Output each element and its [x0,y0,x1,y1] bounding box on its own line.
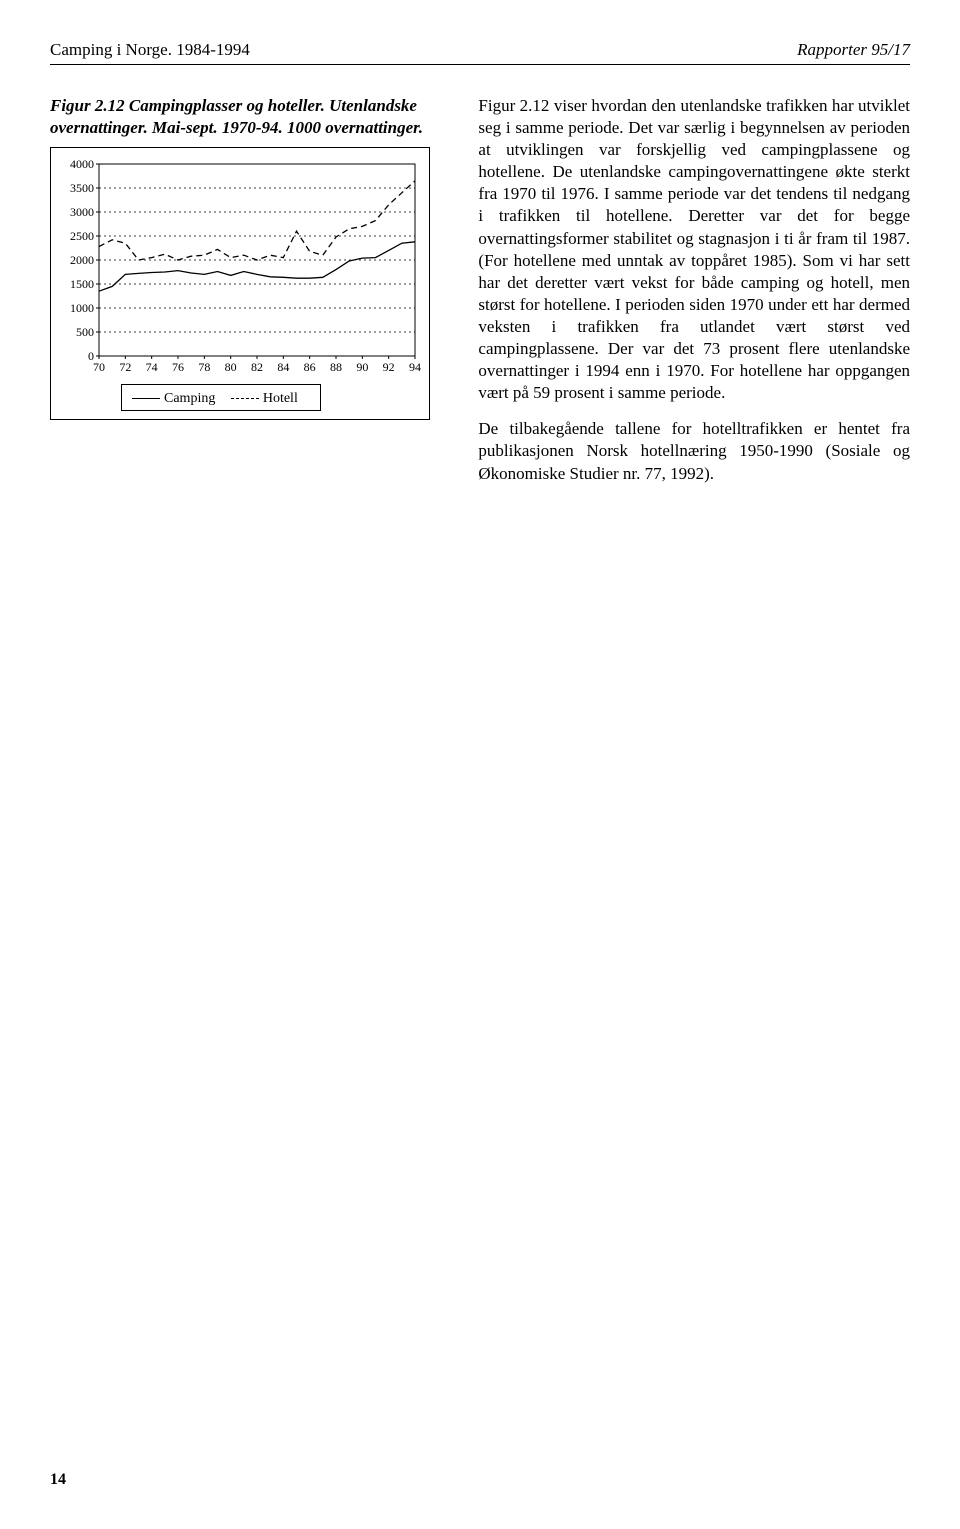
svg-text:1500: 1500 [70,277,94,291]
svg-text:80: 80 [225,360,237,374]
svg-text:94: 94 [409,360,421,374]
paragraph-2: De tilbakegående tallene for hotelltrafi… [478,418,910,484]
legend-label: Camping [164,391,215,407]
svg-text:3500: 3500 [70,181,94,195]
legend-line-dashed [231,398,259,399]
paragraph-1: Figur 2.12 viser hvordan den utenlandske… [478,95,910,404]
legend-label: Hotell [263,391,298,407]
svg-text:92: 92 [383,360,395,374]
svg-text:1000: 1000 [70,301,94,315]
header-left: Camping i Norge. 1984-1994 [50,40,250,60]
svg-text:500: 500 [76,325,94,339]
body-text: Figur 2.12 viser hvordan den utenlandske… [478,95,910,499]
chart-legend: Camping Hotell [121,384,321,411]
svg-text:84: 84 [277,360,289,374]
svg-text:70: 70 [93,360,105,374]
svg-text:78: 78 [198,360,210,374]
svg-text:72: 72 [119,360,131,374]
svg-text:90: 90 [356,360,368,374]
legend-item-camping: Camping [132,391,215,407]
page-header: Camping i Norge. 1984-1994 Rapporter 95/… [50,40,910,65]
svg-text:2000: 2000 [70,253,94,267]
svg-text:82: 82 [251,360,263,374]
figure-caption: Figur 2.12 Campingplasser og hoteller. U… [50,95,448,139]
figure-number: Figur 2.12 [50,96,125,115]
svg-text:2500: 2500 [70,229,94,243]
svg-text:86: 86 [304,360,316,374]
page-number: 14 [50,1471,66,1489]
chart-container: 0500100015002000250030003500400070727476… [50,147,430,420]
svg-text:74: 74 [146,360,158,374]
line-chart: 0500100015002000250030003500400070727476… [61,158,419,378]
legend-item-hotell: Hotell [231,391,298,407]
svg-text:76: 76 [172,360,184,374]
svg-text:4000: 4000 [70,158,94,171]
header-right: Rapporter 95/17 [797,40,910,60]
svg-text:88: 88 [330,360,342,374]
legend-line-solid [132,398,160,399]
svg-text:3000: 3000 [70,205,94,219]
